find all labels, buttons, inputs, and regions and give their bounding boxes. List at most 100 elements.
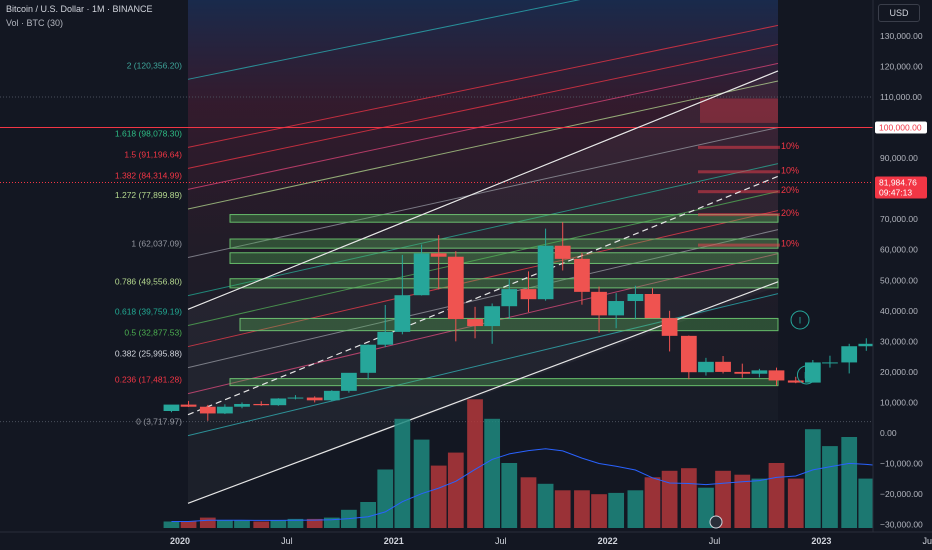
volume-bar <box>591 494 607 528</box>
target-zone <box>698 170 780 174</box>
fib-level-label: 0.5 (32,877.53) <box>124 328 182 338</box>
price-tick: 90,000.00 <box>880 153 918 163</box>
fib-zone-fill <box>188 0 778 420</box>
wave-circle <box>796 365 816 385</box>
candle-body <box>394 295 411 332</box>
candle <box>180 400 197 408</box>
candle-body <box>734 371 751 374</box>
resistance-zone <box>700 98 778 123</box>
candle-body <box>644 293 661 319</box>
price-tick: 10,000.00 <box>880 397 918 407</box>
candle-body <box>413 253 430 296</box>
time-tick: 2023 <box>811 536 831 546</box>
price-tick: −10,000.00 <box>880 459 923 469</box>
price-marker-label: 100,000.00 <box>879 123 922 133</box>
candle <box>394 254 411 335</box>
currency-button[interactable]: USD <box>878 4 920 22</box>
wave-labels: IIIIIIIVV <box>790 310 816 385</box>
price-tick: −20,000.00 <box>880 489 923 499</box>
volume-bar <box>858 478 875 528</box>
candle <box>715 356 731 374</box>
time-tick: 2020 <box>170 536 190 546</box>
candle <box>253 401 270 406</box>
candle-body <box>180 404 197 407</box>
candle <box>323 390 340 401</box>
candle <box>627 285 644 320</box>
candle <box>413 244 430 296</box>
price-marker-label: 81,984.76 <box>879 178 917 188</box>
time-tick: Jul <box>709 536 721 546</box>
support-zone <box>229 278 779 289</box>
candle <box>804 359 821 383</box>
volume-bar <box>751 478 768 528</box>
volume-bar <box>253 521 270 528</box>
wave-circle <box>790 310 810 330</box>
time-axis-bg <box>0 532 932 550</box>
volume-bar <box>447 452 464 528</box>
candle <box>341 372 357 393</box>
candle-body <box>627 293 644 302</box>
time-axis[interactable]: 2020Jul2021Jul2022Jul2023Jul2024Jul2025J… <box>0 515 932 550</box>
volume-bar <box>199 517 216 528</box>
fib-level-label: 1.618 (98,078.30) <box>115 128 182 138</box>
price-tick: 0.00 <box>880 428 897 438</box>
fib-zone-background <box>188 0 778 420</box>
fib-level-label: 1.272 (77,899.89) <box>115 190 182 200</box>
volume-bar <box>180 521 197 528</box>
support-zone <box>229 378 779 387</box>
volume-bar <box>520 477 537 528</box>
candle-body <box>447 256 464 320</box>
volume-bar <box>574 490 590 528</box>
candle-body <box>804 362 821 383</box>
fib-fan-line <box>187 80 779 210</box>
volume-bar <box>217 520 233 528</box>
price-axis[interactable]: 130,000.00 120,000.00 110,000.00 100,000.00… <box>872 0 932 550</box>
fib-fan-line <box>187 62 779 190</box>
chart-title: Bitcoin / U.S. Dollar · 1M · BINANCE <box>6 4 153 14</box>
time-tick: 2022 <box>598 536 618 546</box>
fib-level-label: 0.236 (17,481.28) <box>115 375 182 385</box>
candle <box>520 271 537 313</box>
price-marker-bg <box>875 176 927 199</box>
percent-label: 10% <box>781 239 799 249</box>
candle-body <box>360 344 377 373</box>
volume-bar <box>841 437 858 528</box>
candle-body <box>787 380 804 383</box>
candle-body <box>430 253 447 257</box>
candle-body <box>715 361 731 372</box>
volume-bar <box>608 492 625 528</box>
volume-bar <box>787 478 804 528</box>
volume-bar <box>394 418 411 528</box>
volume-bar <box>804 429 821 528</box>
candle-body <box>680 335 697 373</box>
target-zone <box>698 213 780 217</box>
fib-level-label: 0.382 (25,995.88) <box>115 349 182 359</box>
candle <box>661 310 678 352</box>
candle <box>199 404 216 421</box>
volume-bar <box>306 518 323 528</box>
price-tick: 40,000.00 <box>880 306 918 316</box>
fib-level-label: 0 (3,717.97) <box>136 417 182 427</box>
wave-label: I <box>799 315 802 325</box>
candle-body <box>554 245 571 259</box>
candle <box>377 304 394 348</box>
candle-body <box>501 289 518 307</box>
price-tick: 50,000.00 <box>880 275 918 285</box>
candle-body <box>608 301 625 316</box>
volume-bar <box>287 518 304 528</box>
candle-body <box>768 370 785 381</box>
fib-fan-line <box>187 191 779 327</box>
volume-bar <box>768 463 785 528</box>
candle <box>270 398 287 406</box>
fib-level-label: 0.786 (49,556.80) <box>115 277 182 287</box>
fib-level-label: 2 (120,356.20) <box>127 60 182 70</box>
price-tick: 130,000.00 <box>880 31 923 41</box>
candle-body <box>287 397 304 399</box>
channel-mid-line <box>187 175 779 416</box>
time-tick: Jul <box>495 536 507 546</box>
candle <box>430 235 447 290</box>
percent-label: 10% <box>781 141 799 151</box>
volume-bar <box>484 418 501 528</box>
candle <box>537 228 554 301</box>
